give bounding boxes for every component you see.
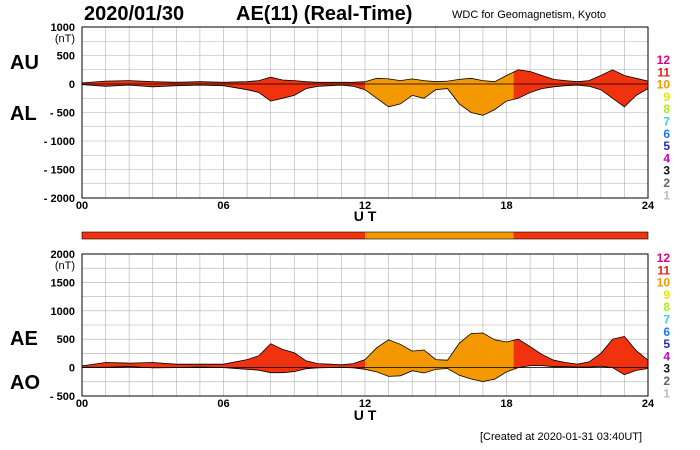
ae_ao-legend-item: 11 <box>657 263 670 277</box>
ae_ao-legend-item: 1 <box>663 386 670 400</box>
ae_ao-xtick-label: 00 <box>76 398 88 410</box>
ae_ao-legend-item: 9 <box>663 288 670 302</box>
au_al-legend-item: 2 <box>663 176 670 190</box>
au_al-xtick-label: 06 <box>217 200 229 212</box>
ae_ao-legend-item: 6 <box>663 325 670 339</box>
ao-label: AO <box>10 372 40 394</box>
chart-date: 2020/01/30 <box>84 3 185 25</box>
au_al-legend-item: 7 <box>663 115 670 129</box>
au_al-xtick-label: 00 <box>76 200 88 212</box>
ae_ao-series-ae <box>81 332 649 367</box>
au_al-legend-item: 8 <box>663 102 670 116</box>
ae_ao-xtick-label: 12 <box>359 398 371 410</box>
au_al-ytick-label: 1000 <box>51 22 75 34</box>
ae_ao-legend-item: 12 <box>657 251 671 265</box>
ae_ao-xtick-label: 06 <box>217 398 229 410</box>
au_al-ytick-label: - 500 <box>50 108 75 120</box>
ae_ao-ylabel: (nT) <box>55 260 75 272</box>
au_al-xtick-label: 18 <box>500 200 512 212</box>
created-timestamp: [Created at 2020-01-31 03:40UT] <box>480 431 643 443</box>
ae_ao-plot-frame <box>81 253 649 397</box>
au_al-ytick-label: 500 <box>57 51 75 63</box>
ae_ao-area-segment <box>365 333 514 382</box>
au_al-xtick-label: 24 <box>642 200 655 212</box>
au_al-area-segment <box>513 69 648 107</box>
ae_ao-legend-item: 5 <box>663 337 670 351</box>
ae_ao-area-segment <box>513 336 648 375</box>
chart-title: AE(11) (Real-Time) <box>236 3 413 25</box>
ae_ao-legend-item: 8 <box>663 300 670 314</box>
au_al-legend-item: 10 <box>657 78 671 92</box>
au_al-plot-frame <box>81 26 649 199</box>
au_al-legend-item: 1 <box>663 188 670 202</box>
au_al-ylabel: (nT) <box>55 33 75 45</box>
au_al-ytick-label: - 1000 <box>44 136 75 148</box>
au_al-legend-item: 5 <box>663 139 670 153</box>
ae_ao-series-ao <box>82 365 649 382</box>
ae_ao-legend-item: 10 <box>657 276 671 290</box>
au_al-ytick-label: 0 <box>69 79 75 91</box>
organization-label: WDC for Geomagnetism, Kyoto <box>452 9 607 21</box>
au-label: AU <box>10 52 39 74</box>
ae_ao-ytick-label: 0 <box>69 363 75 375</box>
au_al-legend-item: 12 <box>657 53 671 67</box>
ae_ao-area-segment <box>82 343 365 373</box>
coverage-bar-segment <box>365 232 514 239</box>
coverage-bar-segment <box>82 232 365 239</box>
ae_ao-ytick-label: - 500 <box>50 391 75 403</box>
ae_ao-legend-item: 3 <box>663 362 670 376</box>
ae_ao-legend-item: 2 <box>663 374 670 388</box>
au_al-legend-item: 11 <box>657 65 670 79</box>
coverage-bar-frame <box>81 231 649 240</box>
au_al-xtick-label: 12 <box>359 200 371 212</box>
au_al-ytick-label: - 1500 <box>44 165 75 177</box>
ae_ao-ytick-label: 500 <box>57 334 75 346</box>
ae_ao-xtick-label: 24 <box>642 398 655 410</box>
ae_ao-ytick-label: 2000 <box>51 249 75 261</box>
ae-label: AE <box>10 328 38 350</box>
ae_ao-legend-item: 7 <box>663 313 670 327</box>
coverage-bar-segment <box>513 232 648 239</box>
au_al-series-au <box>81 69 649 84</box>
ae_ao-ytick-label: 1000 <box>51 306 75 318</box>
ae_ao-xtick-label: 18 <box>500 398 512 410</box>
ae_ao-xlabel: U T <box>354 407 377 423</box>
ae_ao-ytick-label: 1500 <box>51 277 75 289</box>
au_al-legend-item: 6 <box>663 127 670 141</box>
au_al-legend-item: 9 <box>663 90 670 104</box>
al-label: AL <box>10 103 37 125</box>
au_al-xlabel: U T <box>354 208 377 224</box>
au_al-legend-item: 4 <box>663 151 670 165</box>
au_al-ytick-label: - 2000 <box>44 193 75 205</box>
au_al-series-al <box>81 84 649 116</box>
au_al-area-segment <box>365 72 514 116</box>
ae_ao-legend-item: 4 <box>663 349 670 363</box>
au_al-legend-item: 3 <box>663 164 670 178</box>
